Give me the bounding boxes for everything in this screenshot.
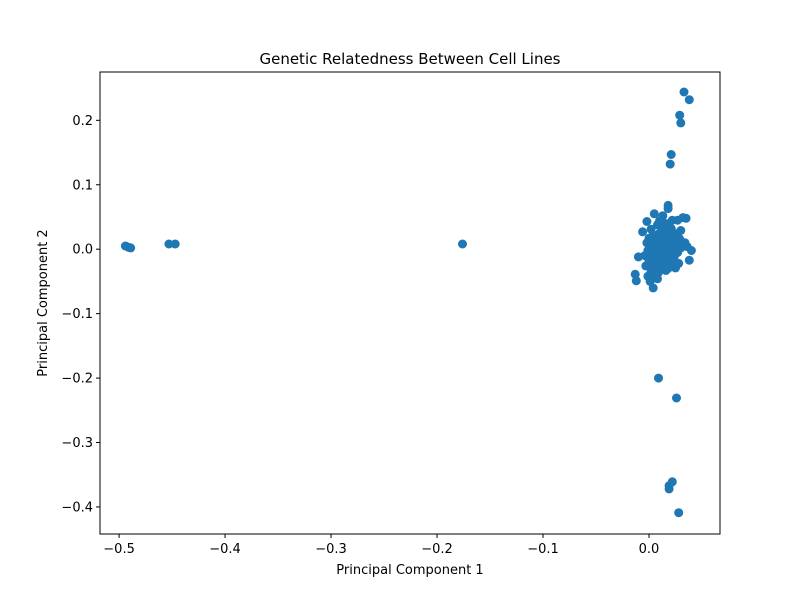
data-point bbox=[649, 209, 659, 219]
data-point bbox=[684, 95, 694, 105]
x-tick-label: −0.5 bbox=[103, 542, 135, 557]
data-point bbox=[672, 393, 681, 403]
y-axis-label: Principal Component 2 bbox=[36, 229, 51, 376]
data-point bbox=[653, 274, 662, 284]
data-point bbox=[170, 239, 180, 249]
y-tick-label: −0.2 bbox=[61, 372, 93, 387]
data-point bbox=[642, 217, 652, 226]
y-tick-label: −0.4 bbox=[61, 500, 93, 515]
x-axis-label: Principal Component 1 bbox=[336, 563, 483, 578]
y-tick-label: −0.1 bbox=[61, 307, 93, 322]
data-point bbox=[686, 246, 696, 255]
data-point bbox=[675, 110, 685, 120]
data-point bbox=[648, 283, 658, 293]
x-tick-label: −0.2 bbox=[421, 542, 453, 557]
data-point bbox=[638, 227, 648, 237]
x-tick-label: 0.0 bbox=[639, 542, 660, 557]
y-tick-label: 0.1 bbox=[72, 178, 93, 193]
data-point bbox=[684, 255, 694, 265]
data-point bbox=[164, 239, 174, 249]
data-point bbox=[631, 276, 641, 286]
data-point bbox=[671, 263, 680, 273]
y-tick-label: 0.2 bbox=[72, 114, 93, 129]
plot-frame bbox=[99, 71, 721, 535]
data-point bbox=[666, 150, 676, 159]
chart-title: Genetic Relatedness Between Cell Lines bbox=[259, 50, 560, 68]
data-point bbox=[458, 239, 467, 249]
data-point bbox=[663, 204, 673, 214]
data-point bbox=[664, 484, 674, 494]
y-tick-label: 0.0 bbox=[72, 243, 93, 258]
data-point bbox=[674, 508, 684, 518]
data-point bbox=[641, 261, 651, 271]
x-tick-label: −0.1 bbox=[527, 542, 559, 557]
data-point bbox=[681, 213, 691, 223]
x-tick-label: −0.3 bbox=[315, 542, 347, 557]
data-points bbox=[120, 87, 696, 518]
y-tick-label: −0.3 bbox=[61, 436, 93, 451]
data-point bbox=[673, 215, 683, 225]
data-point bbox=[679, 87, 689, 97]
data-point bbox=[654, 373, 663, 383]
data-point bbox=[665, 159, 675, 169]
data-point bbox=[676, 118, 686, 128]
x-tick-label: −0.4 bbox=[209, 542, 241, 557]
data-point bbox=[661, 266, 671, 275]
x-axis: −0.5 −0.4 −0.3 −0.2 −0.1 0.0 bbox=[103, 534, 659, 557]
y-axis: −0.4 −0.3 −0.2 −0.1 0.0 0.1 0.2 bbox=[61, 114, 100, 515]
data-point bbox=[126, 243, 136, 253]
